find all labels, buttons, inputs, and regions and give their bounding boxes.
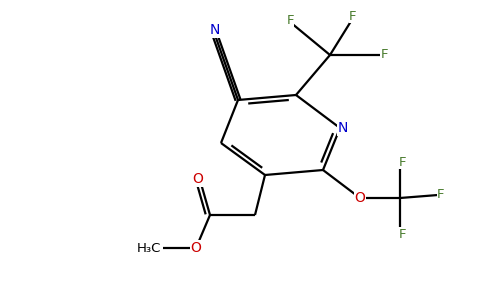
Text: F: F	[398, 155, 406, 169]
Text: F: F	[349, 10, 357, 22]
Text: O: O	[355, 191, 365, 205]
Text: O: O	[191, 241, 201, 255]
Text: N: N	[338, 121, 348, 135]
Text: F: F	[286, 14, 294, 26]
Text: O: O	[193, 172, 203, 186]
Text: F: F	[398, 227, 406, 241]
Text: F: F	[380, 49, 388, 62]
Text: N: N	[210, 23, 220, 37]
Text: F: F	[437, 188, 445, 202]
Text: H₃C: H₃C	[136, 242, 161, 254]
